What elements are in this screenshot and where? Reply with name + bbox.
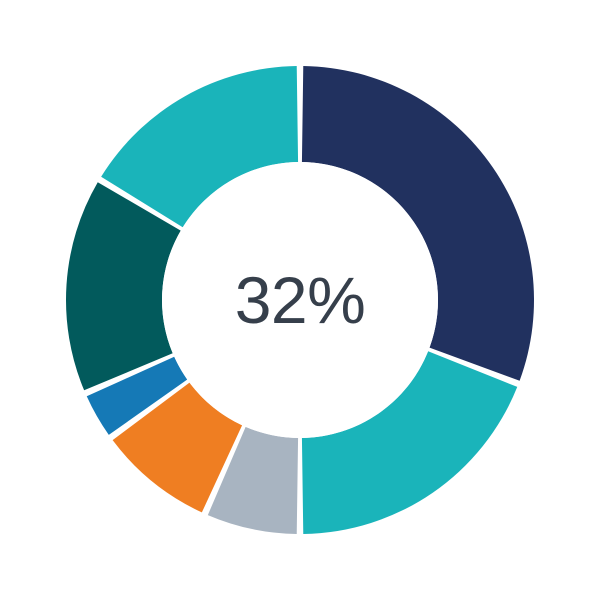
donut-slice[interactable] bbox=[66, 182, 181, 391]
donut-slice[interactable] bbox=[101, 66, 299, 228]
donut-slice[interactable] bbox=[301, 66, 535, 381]
donut-center-hole bbox=[162, 162, 438, 438]
donut-slice[interactable] bbox=[86, 356, 188, 435]
donut-slice[interactable] bbox=[301, 351, 518, 534]
donut-slice-group bbox=[66, 66, 535, 534]
donut-slice[interactable] bbox=[112, 382, 243, 513]
donut-slice[interactable] bbox=[207, 426, 299, 534]
